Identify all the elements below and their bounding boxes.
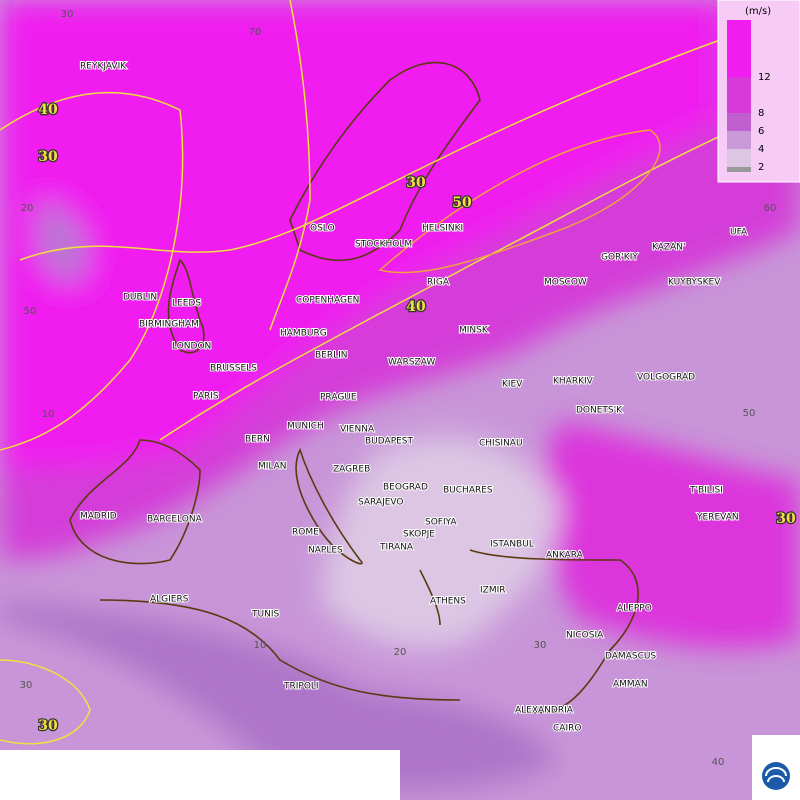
city-label: ATHENS bbox=[430, 597, 466, 607]
city-label: MINSK bbox=[459, 326, 489, 336]
city-label: BERLIN bbox=[315, 351, 348, 361]
city-label: WARSZAW bbox=[388, 358, 435, 368]
city-label: PARIS bbox=[193, 392, 219, 402]
city-label: YEREVAN bbox=[696, 513, 739, 523]
city-label: ISTANBUL bbox=[490, 540, 534, 550]
legend-level: 8 bbox=[758, 108, 764, 119]
city-label: ROME bbox=[292, 528, 319, 538]
city-label: IZMIR bbox=[480, 586, 506, 596]
city-label: MOSCOW bbox=[544, 278, 587, 288]
city-label: PRAGUE bbox=[320, 393, 357, 403]
contour-label: 30 bbox=[776, 511, 796, 527]
grid-label: 40 bbox=[712, 757, 725, 768]
city-label: REYKJAVIK bbox=[80, 62, 127, 72]
contours bbox=[0, 0, 800, 745]
grid-label: 50 bbox=[743, 408, 756, 419]
city-label: LEEDS bbox=[172, 299, 201, 309]
legend-level: 6 bbox=[758, 126, 764, 137]
city-label: VIENNA bbox=[340, 425, 375, 435]
city-label: ZAGREB bbox=[333, 465, 370, 475]
grid-label: 30 bbox=[20, 680, 33, 691]
footer-box bbox=[0, 750, 400, 800]
city-label: BARCELONA bbox=[147, 515, 203, 525]
city-label: MILAN bbox=[258, 462, 287, 472]
legend-swatch bbox=[727, 113, 751, 131]
city-label: DONETS'K bbox=[576, 406, 623, 416]
city-label: KUYBYSKEV bbox=[668, 278, 721, 288]
legend-swatch bbox=[727, 149, 751, 167]
city-label: HAMBURG bbox=[280, 329, 327, 339]
contour-label: 40 bbox=[406, 299, 426, 315]
legend-swatch bbox=[727, 131, 751, 149]
contour-label: 30 bbox=[38, 149, 58, 165]
contour-label: 30 bbox=[38, 718, 58, 734]
city-label: HELSINKI bbox=[422, 224, 463, 234]
city-label: BRUSSELS bbox=[210, 364, 257, 374]
city-label: TUNIS bbox=[251, 610, 279, 620]
city-label: TIRANA bbox=[379, 543, 414, 553]
city-label: SKOPJE bbox=[403, 530, 435, 540]
contour-label: 30 bbox=[406, 175, 426, 191]
legend-swatch bbox=[727, 77, 751, 113]
city-label: COPENHAGEN bbox=[296, 296, 359, 306]
city-label: DUBLIN bbox=[123, 293, 157, 303]
legend-level: 2 bbox=[758, 162, 764, 173]
city-label: NAPLES bbox=[308, 546, 343, 556]
city-label: SOFIYA bbox=[425, 518, 457, 528]
city-label: KAZAN' bbox=[652, 243, 685, 253]
logo-waves bbox=[765, 767, 787, 783]
grid-label: 20 bbox=[394, 647, 407, 658]
city-label: CHISINAU bbox=[479, 439, 523, 449]
legend-swatch bbox=[727, 20, 751, 77]
city-label: BIRMINGHAM bbox=[139, 320, 199, 330]
city-label: SARAJEVO bbox=[358, 498, 404, 508]
grid-label: 10 bbox=[254, 640, 267, 651]
grid-label: 30 bbox=[534, 640, 547, 651]
city-label: STOCKHOLM bbox=[355, 240, 412, 250]
city-label: ANKARA bbox=[546, 551, 584, 561]
city-label: MUNICH bbox=[287, 422, 324, 432]
city-label: TRIPOLI bbox=[283, 682, 319, 692]
contour-label: 50 bbox=[452, 195, 472, 211]
grid-label: 70 bbox=[249, 27, 262, 38]
grid-label: 30 bbox=[61, 9, 74, 20]
grid-label: 60 bbox=[764, 203, 777, 214]
city-label: ALEPPO bbox=[617, 604, 652, 614]
city-label: KIEV bbox=[502, 380, 523, 390]
city-label: NICOSIA bbox=[566, 631, 604, 641]
city-label: RIGA bbox=[427, 278, 450, 288]
legend-swatch bbox=[727, 167, 751, 172]
city-label: BUDAPEST bbox=[365, 437, 414, 447]
city-label: LONDON bbox=[172, 342, 211, 352]
city-label: CAIRO bbox=[553, 724, 581, 734]
contour-label: 40 bbox=[38, 102, 58, 118]
city-label: T'BILISI bbox=[689, 486, 723, 496]
city-label: MADRID bbox=[80, 512, 117, 522]
city-label: OSLO bbox=[310, 224, 335, 234]
grid-label: 50 bbox=[24, 306, 37, 317]
city-label: DAMASCUS bbox=[605, 652, 656, 662]
grid-label: 20 bbox=[21, 203, 34, 214]
legend-level: 12 bbox=[758, 72, 771, 83]
legend-unit: (m/s) bbox=[745, 6, 771, 17]
city-label: BEOGRAD bbox=[383, 483, 428, 493]
city-label: GOR'KIY bbox=[601, 253, 638, 263]
city-label: AMMAN bbox=[613, 680, 648, 690]
city-label: UFA bbox=[730, 228, 748, 238]
city-label: KHARKIV bbox=[553, 377, 594, 387]
legend-level: 4 bbox=[758, 144, 764, 155]
coastlines bbox=[69, 61, 639, 714]
city-label: ALGIERS bbox=[150, 595, 189, 605]
city-label: BERN bbox=[245, 435, 270, 445]
city-label: VOLGOGRAD bbox=[637, 373, 695, 383]
city-label: ALEXANDRIA bbox=[515, 706, 574, 716]
city-label: BUCHARES bbox=[443, 486, 493, 496]
grid-label: 10 bbox=[42, 409, 55, 420]
